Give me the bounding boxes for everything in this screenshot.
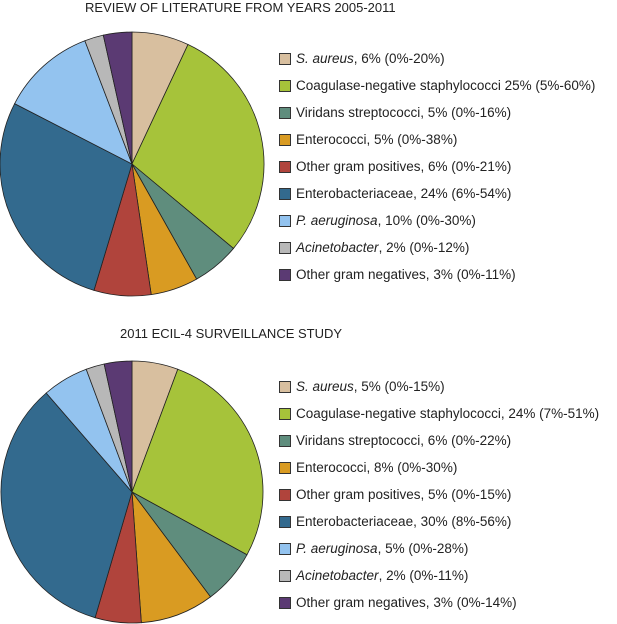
legend-swatch (279, 434, 291, 447)
legend-value: , 5% (0%-15%) (353, 379, 445, 394)
pie-chart-ecil4 (0, 360, 264, 624)
legend-item: Enterobacteriaceae, 30% (8%-56%) (279, 508, 599, 535)
legend-item: Viridans streptococci, 6% (0%-22%) (279, 427, 599, 454)
pie-slice (131, 368, 264, 556)
legend-label: Other gram positives, 5% (0%-15%) (296, 487, 512, 502)
legend-label: P. aeruginosa (296, 213, 378, 228)
legend-item: P. aeruginosa, 10% (0%-30%) (279, 207, 595, 234)
legend-label: Acinetobacter (296, 240, 379, 255)
legend-label: Enterococci, 5% (0%-38%) (296, 132, 458, 147)
pie-slice (131, 43, 265, 250)
legend-label: Enterococci, 8% (0%-30%) (296, 460, 458, 475)
legend-item: S. aureus, 5% (0%-15%) (279, 373, 599, 400)
legend-swatch (279, 488, 291, 501)
legend-swatch (279, 515, 291, 528)
chart-title-ecil4: 2011 ECIL-4 SURVEILLANCE STUDY (120, 326, 343, 341)
legend-item: Other gram positives, 5% (0%-15%) (279, 481, 599, 508)
legend-item: Enterococci, 8% (0%-30%) (279, 454, 599, 481)
legend-swatch (279, 241, 291, 254)
legend-swatch (279, 380, 291, 393)
legend-label: S. aureus (296, 379, 354, 394)
legend-label: Other gram negatives, 3% (0%-14%) (296, 595, 517, 610)
legend-swatch (279, 542, 291, 555)
legend-item: Enterobacteriaceae, 24% (6%-54%) (279, 180, 595, 207)
legend-swatch (279, 79, 291, 92)
legend-label: Other gram negatives, 3% (0%-11%) (296, 267, 516, 282)
legend-swatch (279, 569, 291, 582)
legend-value: , 2% (0%-11%) (378, 568, 469, 583)
legend-label: P. aeruginosa (296, 541, 378, 556)
legend-swatch (279, 461, 291, 474)
pie-slice (14, 40, 133, 165)
chart-title-literature: REVIEW OF LITERATURE FROM YEARS 2005-201… (85, 0, 396, 15)
legend-item: P. aeruginosa, 5% (0%-28%) (279, 535, 599, 562)
legend-swatch (279, 407, 291, 420)
legend-item: Viridans streptococci, 5% (0%-16%) (279, 99, 595, 126)
legend-value: , 5% (0%-28%) (377, 541, 469, 556)
legend-label: Viridans streptococci, 5% (0%-16%) (296, 105, 512, 120)
legend-swatch (279, 106, 291, 119)
pie-slice (0, 103, 133, 291)
legend-item: Other gram negatives, 3% (0%-11%) (279, 261, 595, 288)
legend-swatch (279, 133, 291, 146)
legend-label: Viridans streptococci, 6% (0%-22%) (296, 433, 512, 448)
legend-item: Acinetobacter, 2% (0%-11%) (279, 562, 599, 589)
legend-label: Coagulase-negative staphylococci, 24% (7… (296, 406, 600, 421)
legend-item: Coagulase-negative staphylococci, 24% (7… (279, 400, 599, 427)
legend-label: Other gram positives, 6% (0%-21%) (296, 159, 512, 174)
legend-item: Coagulase-negative staphylococci 25% (5%… (279, 72, 595, 99)
legend-swatch (279, 52, 291, 65)
legend-swatch (279, 187, 291, 200)
legend-value: , 6% (0%-20%) (353, 51, 445, 66)
pie-slice (103, 360, 133, 493)
legend-label: Enterobacteriaceae, 30% (8%-56%) (296, 514, 512, 529)
legend-label: Acinetobacter (296, 568, 379, 583)
legend-label: Coagulase-negative staphylococci 25% (5%… (296, 78, 596, 93)
legend-swatch (279, 268, 291, 281)
pie-slice (102, 31, 133, 165)
legend-label: S. aureus (296, 51, 354, 66)
legend-value: , 2% (0%-12%) (378, 240, 470, 255)
legend-swatch (279, 596, 291, 609)
legend-label: Enterobacteriaceae, 24% (6%-54%) (296, 186, 512, 201)
legend-value: , 10% (0%-30%) (377, 213, 476, 228)
legend-item: Other gram positives, 6% (0%-21%) (279, 153, 595, 180)
pie-slice (0, 392, 133, 619)
pie-chart-literature (0, 31, 265, 297)
legend-item: Enterococci, 5% (0%-38%) (279, 126, 595, 153)
legend-literature: S. aureus, 6% (0%-20%) Coagulase-negative… (279, 45, 595, 288)
legend-swatch (279, 214, 291, 227)
legend-item: S. aureus, 6% (0%-20%) (279, 45, 595, 72)
legend-ecil4: S. aureus, 5% (0%-15%) Coagulase-negative… (279, 373, 599, 616)
legend-item: Other gram negatives, 3% (0%-14%) (279, 589, 599, 616)
legend-item: Acinetobacter, 2% (0%-12%) (279, 234, 595, 261)
legend-swatch (279, 160, 291, 173)
